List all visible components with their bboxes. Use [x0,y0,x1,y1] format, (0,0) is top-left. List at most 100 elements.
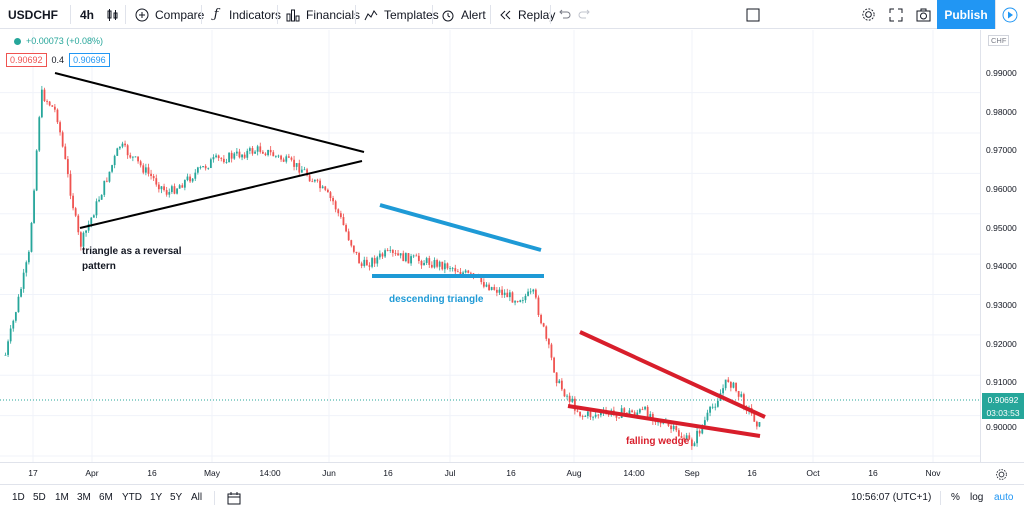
price-change: +0.00073 (+0.08%) [26,36,104,46]
candle [633,412,636,415]
triangle-lower-line[interactable] [79,160,363,229]
grid [0,30,980,462]
falling-wedge-label: falling wedge [626,436,690,447]
currency-label: CHF [988,35,1010,46]
candle [649,414,652,418]
candle [534,289,537,298]
fullscreen-button[interactable] [888,0,904,29]
candle [40,89,43,118]
range-6m-button[interactable]: 6M [99,492,113,503]
candle [597,414,600,416]
price-chart[interactable] [0,30,980,462]
ask-price[interactable]: 0.90696 [69,53,110,67]
candle [529,291,532,293]
range-1d-button[interactable]: 1D [12,492,25,503]
candle [508,292,511,298]
wedge-lower-line[interactable] [567,404,761,438]
range-all-button[interactable]: All [191,492,203,503]
time-tick: 16 [747,468,757,478]
candle [527,291,529,296]
redo-icon [576,7,592,23]
wedge-upper-line[interactable] [579,330,766,419]
publish-button[interactable]: Publish [937,0,995,29]
candle [727,379,730,382]
price-tick: 0.93000 [986,300,1017,310]
candle [118,146,121,149]
candle [397,253,399,256]
undo-button[interactable] [557,0,573,29]
clock-label[interactable]: 10:56:07 (UTC+1) [851,492,932,503]
function-icon: ƒ [213,7,219,22]
descending-upper-line[interactable] [379,203,542,252]
range-1y-button[interactable]: 1Y [150,492,163,503]
candle [550,344,553,358]
bar-chart-icon [285,7,301,23]
candle [150,173,152,177]
candle [467,270,470,273]
log-toggle[interactable]: log [970,492,984,503]
candle [217,155,220,159]
chart-type-button[interactable] [105,0,121,29]
candle [511,292,514,303]
redo-button[interactable] [576,0,592,29]
indicators-button[interactable]: ƒ Indicators [208,0,281,29]
alarm-clock-icon [440,7,456,23]
candle [233,153,236,159]
candle [641,409,644,411]
candle [152,176,155,179]
candle [235,151,238,154]
percent-toggle[interactable]: % [951,492,960,503]
candle [339,213,342,218]
templates-button[interactable]: Templates [363,0,439,29]
candle [433,260,436,268]
bid-price[interactable]: 0.90692 [6,53,47,67]
interval-button[interactable]: 4h [80,0,94,29]
candle [631,410,633,413]
axis-settings-button[interactable] [993,466,1009,484]
range-1m-button[interactable]: 1M [55,492,69,503]
financials-button[interactable]: Financials [285,0,360,29]
candle [95,201,98,216]
candle [259,146,262,152]
candle [592,416,594,418]
time-tick: Apr [85,468,99,478]
candle [378,253,381,258]
candle [415,255,418,257]
candle [480,276,483,283]
compare-button[interactable]: Compare [134,0,204,29]
settings-button[interactable] [860,0,876,29]
templates-icon [363,7,379,23]
symbol-button[interactable]: USDCHF [8,0,58,29]
candle [586,411,589,417]
candle [326,189,329,193]
range-3m-button[interactable]: 3M [77,492,91,503]
candle [386,250,389,251]
auto-toggle[interactable]: auto [994,492,1014,503]
snapshot-button[interactable] [915,0,931,29]
candle [449,268,451,270]
drawings[interactable] [54,72,766,438]
goto-date-button[interactable] [226,490,242,508]
triangle-reversal-label-line1: triangle as a reversal [82,246,182,257]
replay-button[interactable]: Replay [497,0,555,29]
candle [79,232,82,247]
play-button[interactable] [995,0,1024,29]
range-ytd-button[interactable]: YTD [122,492,142,503]
candle [571,398,574,402]
camera-icon [915,7,931,23]
time-axis[interactable]: 17 Apr 16 May 14:00 Jun 16 Jul 16 Aug 14… [0,462,1024,484]
price-scale[interactable]: CHF 0.99000 0.98000 0.97000 0.96000 0.95… [980,30,1024,462]
range-5y-button[interactable]: 5Y [170,492,183,503]
candle [163,186,165,191]
layout-button[interactable] [745,0,761,29]
candle [693,443,696,447]
candle [230,152,233,159]
candle [675,425,678,431]
range-5d-button[interactable]: 5D [33,492,46,503]
candle [61,132,64,147]
alert-button[interactable]: Alert [440,0,486,29]
candle [85,230,87,233]
candle [300,169,303,173]
price-tick: 0.94000 [986,261,1017,271]
triangle-upper-line[interactable] [54,72,365,153]
